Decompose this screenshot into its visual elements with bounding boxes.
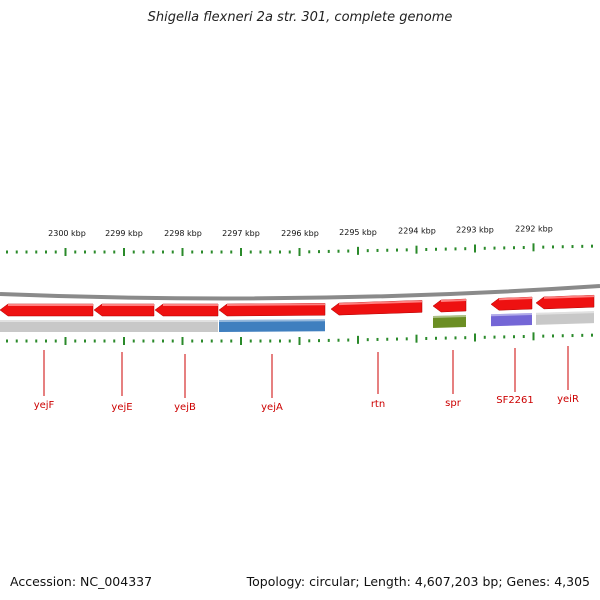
cds-bar	[491, 313, 532, 327]
gene-arrow	[0, 303, 94, 317]
gene-label: yejF	[34, 400, 55, 411]
gene-label: yeiR	[557, 394, 579, 405]
gene-label: rtn	[371, 399, 385, 410]
gene-arrow	[154, 303, 219, 317]
gene-label: yejE	[111, 402, 132, 413]
gene-arrow	[218, 302, 326, 317]
ruler-label: 2292 kbp	[515, 224, 553, 233]
ruler-label: 2298 kbp	[164, 229, 202, 238]
cds-bar-highlight	[490, 313, 533, 317]
genome-summary-text: Topology: circular; Length: 4,607,203 bp…	[246, 574, 590, 589]
map-title: Shigella flexneri 2a str. 301, complete …	[147, 10, 453, 25]
cds-bar	[154, 320, 218, 332]
cds-bar	[536, 311, 594, 325]
gene-arrow-highlight	[338, 300, 423, 306]
ruler-bottom	[6, 332, 593, 345]
gene-label: yejB	[174, 402, 196, 413]
gene-track	[0, 294, 595, 317]
gene-label: SF2261	[496, 395, 534, 406]
cds-bar-highlight	[432, 315, 467, 319]
gene-label: spr	[445, 398, 462, 409]
gene-arrow	[432, 298, 467, 313]
accession-text: Accession: NC_004337	[10, 574, 153, 589]
cds-bar-highlight	[535, 311, 595, 315]
ruler-label: 2293 kbp	[456, 226, 494, 235]
ruler-label: 2295 kbp	[339, 228, 377, 237]
ruler-label: 2299 kbp	[105, 229, 143, 238]
ruler-label: 2294 kbp	[398, 227, 436, 236]
gene-label: yejA	[261, 402, 283, 413]
gene-arrow-highlight	[498, 297, 533, 301]
cds-bar-highlight	[218, 319, 326, 322]
gene-arrow-highlight	[440, 299, 467, 303]
cds-bar	[219, 319, 325, 332]
ruler-labels: 2300 kbp 2299 kbp 2298 kbp 2297 kbp 2296 kbp…	[48, 224, 553, 238]
gene-arrow	[490, 296, 533, 311]
gene-arrow-highlight	[543, 295, 595, 299]
cds-bar	[0, 320, 154, 332]
genome-backbone	[0, 284, 600, 301]
gene-arrow	[93, 303, 155, 317]
cds-track	[0, 311, 595, 332]
ruler-label: 2297 kbp	[222, 229, 260, 238]
gene-labels: yejF yejE yejB yejA rtn spr SF2261 yeiR	[34, 346, 579, 413]
ruler-top	[6, 243, 593, 256]
gene-arrow-highlight	[226, 303, 326, 306]
cds-bar	[433, 315, 466, 329]
ruler-label: 2296 kbp	[281, 229, 319, 238]
ruler-label: 2300 kbp	[48, 229, 86, 238]
